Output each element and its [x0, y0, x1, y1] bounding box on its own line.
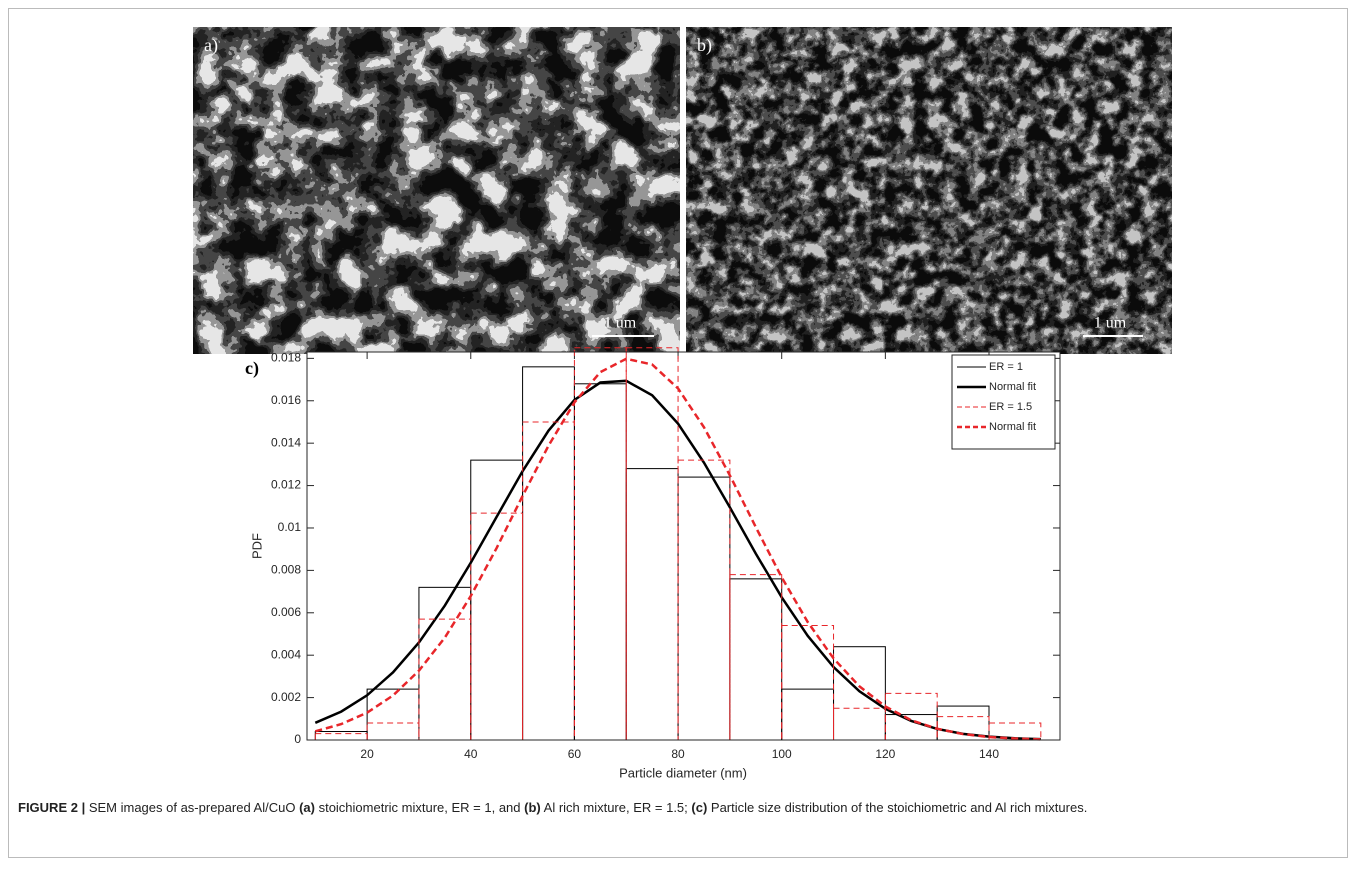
x-tick-label: 80 — [671, 747, 685, 761]
x-tick-label: 140 — [979, 747, 999, 761]
legend-label: ER = 1 — [989, 361, 1023, 373]
y-axis-label: PDF — [249, 533, 264, 559]
caption-text: stoichiometric mixture, ER = 1, and — [314, 800, 525, 815]
x-tick-label: 60 — [568, 747, 582, 761]
y-tick-label: 0 — [294, 732, 301, 746]
y-tick-label: 0.018 — [271, 351, 301, 365]
caption-text: SEM images of as-prepared Al/CuO — [85, 800, 300, 815]
y-tick-label: 0.012 — [271, 478, 301, 492]
caption: FIGURE 2 | SEM images of as-prepared Al/… — [18, 797, 1338, 819]
y-tick-label: 0.016 — [271, 393, 301, 407]
caption-text: FIGURE 2 | — [18, 800, 86, 815]
legend-label: Normal fit — [989, 421, 1036, 433]
sem-image-a — [193, 27, 680, 354]
caption-text: (c) — [691, 800, 708, 815]
caption-text: Al rich mixture, ER = 1.5; — [540, 800, 692, 815]
panel-label: a) — [204, 35, 218, 56]
y-tick-label: 0.008 — [271, 563, 301, 577]
legend-box — [951, 354, 1056, 450]
histogram-bar — [677, 459, 731, 741]
figure-frame — [8, 8, 1348, 858]
histogram-bar — [833, 707, 886, 741]
y-tick-label: 0.006 — [271, 605, 301, 619]
caption-text: Particle size distribution of the stoich… — [707, 800, 1088, 815]
figure: a) b) 1 um 1 um c) Particle diameter (nm… — [193, 27, 1172, 780]
panel-label: b) — [697, 35, 712, 56]
x-tick-label: 100 — [772, 747, 792, 761]
y-tick-label: 0.004 — [271, 647, 301, 661]
legend-label: ER = 1.5 — [989, 401, 1032, 413]
caption-text: (b) — [524, 800, 541, 815]
plot-area — [307, 352, 1060, 740]
histogram-bar — [625, 347, 679, 741]
y-tick-label: 0.002 — [271, 690, 301, 704]
legend-label: Normal fit — [989, 381, 1036, 393]
x-tick-label: 20 — [360, 747, 374, 761]
panel-label: c) — [245, 358, 259, 379]
plot-box — [306, 351, 1061, 741]
y-tick-label: 0.014 — [271, 435, 301, 449]
x-axis-label: Particle diameter (nm) — [619, 765, 747, 780]
histogram-bar — [573, 347, 627, 741]
x-tick-label: 120 — [875, 747, 895, 761]
sem-image-b — [686, 27, 1172, 354]
y-tick-label: 0.01 — [278, 520, 302, 534]
x-tick-label: 40 — [464, 747, 478, 761]
scale-bar-label: 1 um — [604, 315, 637, 332]
caption-text: (a) — [299, 800, 315, 815]
fit-line — [314, 357, 1041, 741]
scale-bar-label: 1 um — [1094, 315, 1127, 332]
